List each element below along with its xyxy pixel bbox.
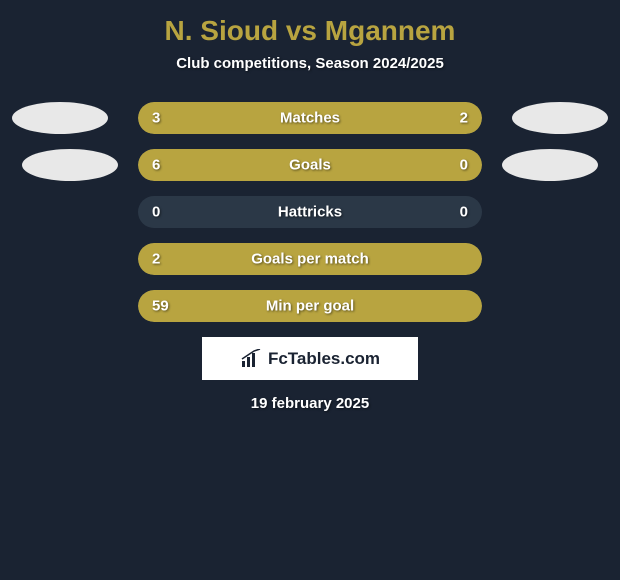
metric-label: Goals per match [251, 251, 369, 268]
subtitle: Club competitions, Season 2024/2025 [0, 55, 620, 72]
bar-left [138, 149, 399, 181]
player-right-avatar [502, 149, 598, 181]
metric-left-value: 59 [152, 298, 169, 315]
metric-right-value: 2 [460, 110, 468, 127]
metric-left-value: 0 [152, 204, 160, 221]
player-right-avatar [512, 102, 608, 134]
bar-container: 6 Goals 0 [138, 149, 482, 181]
bar-container: 3 Matches 2 [138, 102, 482, 134]
player-left-avatar [22, 149, 118, 181]
metric-left-value: 6 [152, 157, 160, 174]
metric-left-value: 3 [152, 110, 160, 127]
bar-right [399, 149, 482, 181]
metric-right-value: 0 [460, 204, 468, 221]
metric-right-value: 0 [460, 157, 468, 174]
metric-label: Hattricks [278, 204, 342, 221]
bar-container: 59 Min per goal [138, 290, 482, 322]
player-left-avatar [12, 102, 108, 134]
metric-label: Min per goal [266, 298, 354, 315]
logo[interactable]: FcTables.com [202, 337, 418, 380]
stat-row-goals-per-match: 2 Goals per match [0, 243, 620, 275]
chart-icon [240, 349, 264, 369]
logo-text: FcTables.com [268, 349, 380, 369]
bar-container: 2 Goals per match [138, 243, 482, 275]
metric-label: Matches [280, 110, 340, 127]
date-label: 19 february 2025 [0, 395, 620, 412]
page-title: N. Sioud vs Mgannem [0, 0, 620, 47]
metric-left-value: 2 [152, 251, 160, 268]
stat-row-min-per-goal: 59 Min per goal [0, 290, 620, 322]
bar-container: 0 Hattricks 0 [138, 196, 482, 228]
metric-label: Goals [289, 157, 331, 174]
stat-row-goals: 6 Goals 0 [0, 149, 620, 181]
stat-row-hattricks: 0 Hattricks 0 [0, 196, 620, 228]
comparison-area: 3 Matches 2 6 Goals 0 0 Hattricks 0 2 Go… [0, 102, 620, 322]
stat-row-matches: 3 Matches 2 [0, 102, 620, 134]
